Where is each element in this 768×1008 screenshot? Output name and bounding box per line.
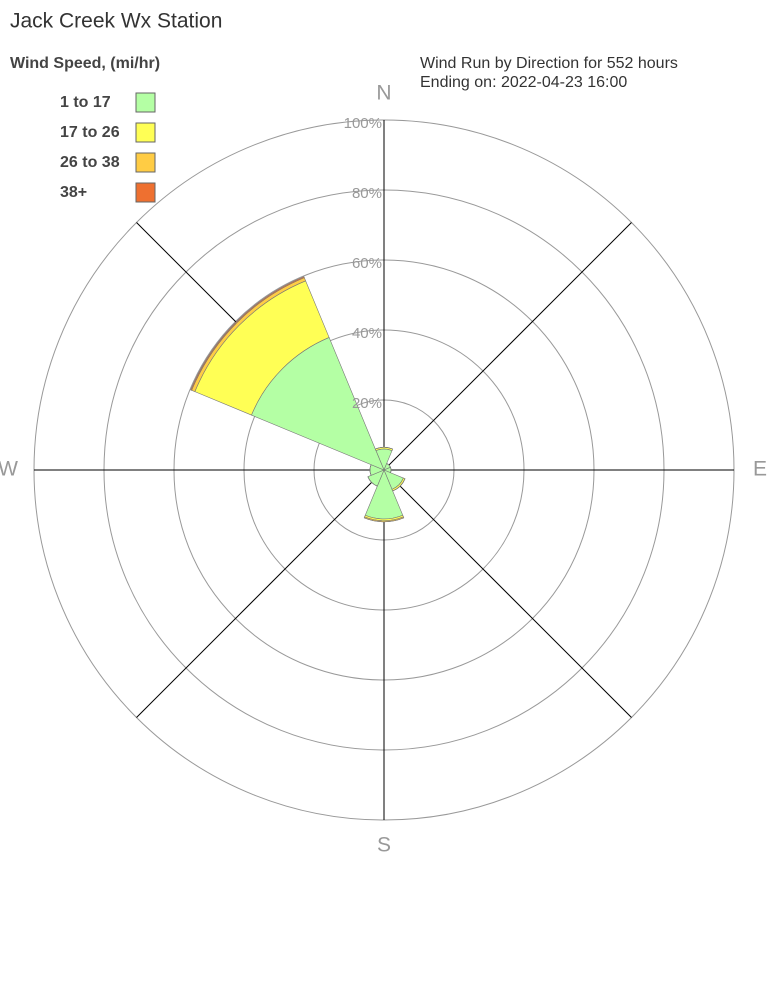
direction-label: E	[753, 458, 767, 481]
direction-label: S	[377, 834, 391, 857]
legend-label: 17 to 26	[60, 124, 120, 141]
direction-label: N	[376, 82, 391, 105]
direction-label: W	[0, 458, 18, 481]
chart-title: Jack Creek Wx Station	[10, 10, 222, 33]
wedge	[392, 478, 406, 492]
legend-label: 26 to 38	[60, 154, 120, 171]
r-tick-label: 60%	[352, 255, 382, 272]
legend-label: 38+	[60, 184, 87, 201]
subtitle: Ending on: 2022-04-23 16:00	[420, 74, 627, 91]
legend-swatch	[135, 122, 156, 143]
r-tick-label: 80%	[352, 185, 382, 202]
wedge	[386, 463, 391, 468]
legend-title: Wind Speed, (mi/hr)	[10, 55, 160, 72]
legend-swatch	[135, 152, 156, 173]
r-tick-label: 20%	[352, 395, 382, 412]
legend-swatch	[135, 92, 156, 113]
wedge	[190, 276, 305, 391]
r-tick-label: 40%	[352, 325, 382, 342]
subtitle: Wind Run by Direction for 552 hours	[420, 55, 678, 72]
legend-swatch	[135, 182, 156, 203]
r-tick-label: 100%	[344, 115, 382, 132]
spoke	[383, 222, 632, 471]
spoke	[383, 469, 632, 718]
legend-label: 1 to 17	[60, 94, 111, 111]
wedge	[364, 517, 404, 523]
spoke	[136, 469, 385, 718]
